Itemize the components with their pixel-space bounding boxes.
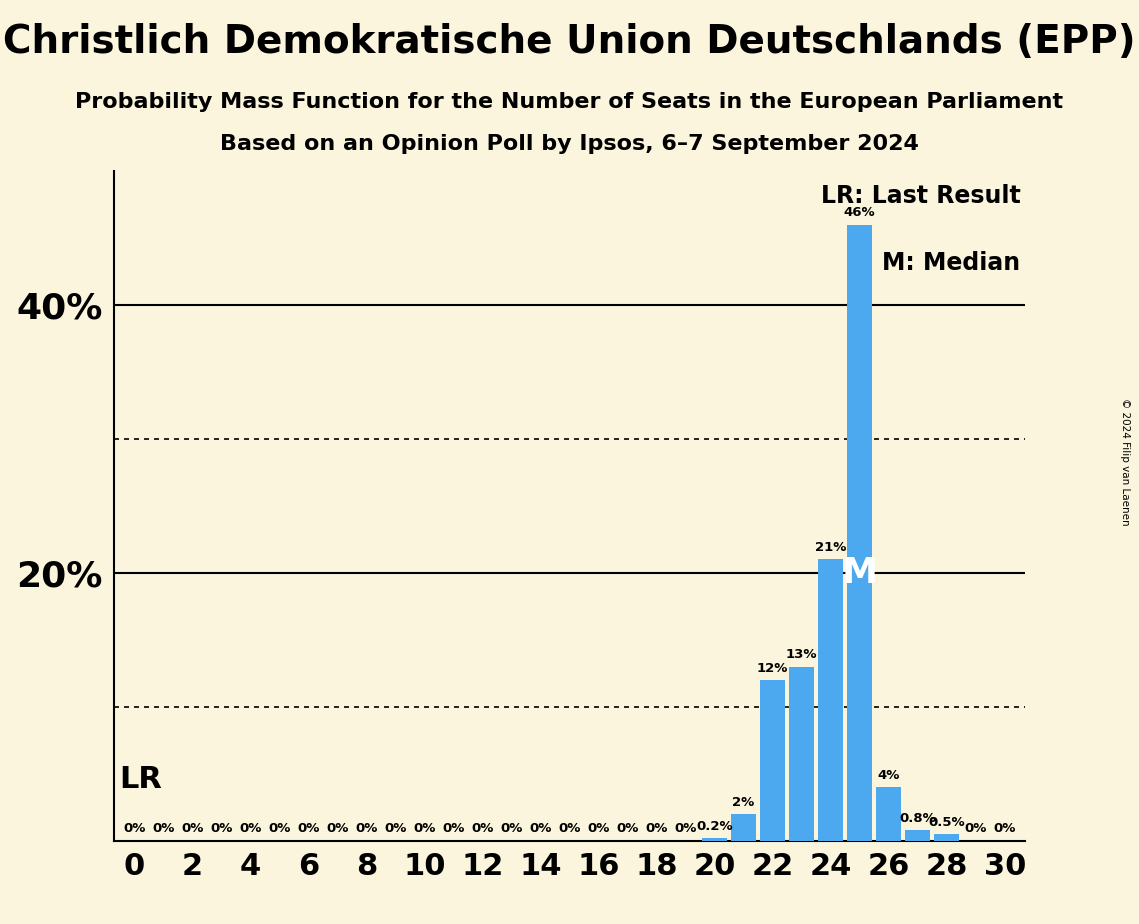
- Text: 0.8%: 0.8%: [900, 812, 936, 825]
- Text: 0%: 0%: [268, 822, 290, 835]
- Text: 0%: 0%: [123, 822, 146, 835]
- Text: 46%: 46%: [844, 206, 876, 219]
- Text: 0%: 0%: [151, 822, 174, 835]
- Bar: [818, 560, 843, 841]
- Text: Based on an Opinion Poll by Ipsos, 6–7 September 2024: Based on an Opinion Poll by Ipsos, 6–7 S…: [220, 134, 919, 154]
- Text: 0%: 0%: [646, 822, 667, 835]
- Text: 0.2%: 0.2%: [696, 820, 732, 833]
- Text: 0%: 0%: [181, 822, 204, 835]
- Text: 2%: 2%: [732, 796, 755, 808]
- Text: 0%: 0%: [297, 822, 320, 835]
- Bar: [876, 787, 901, 841]
- Text: 0%: 0%: [965, 822, 988, 835]
- Text: 0%: 0%: [558, 822, 581, 835]
- Text: 0%: 0%: [993, 822, 1016, 835]
- Text: 0%: 0%: [588, 822, 609, 835]
- Text: 0%: 0%: [384, 822, 407, 835]
- Bar: [906, 830, 931, 841]
- Text: 0%: 0%: [500, 822, 523, 835]
- Text: 0%: 0%: [239, 822, 262, 835]
- Text: Christlich Demokratische Union Deutschlands (EPP): Christlich Demokratische Union Deutschla…: [3, 23, 1136, 61]
- Text: 0%: 0%: [442, 822, 465, 835]
- Text: 0%: 0%: [616, 822, 639, 835]
- Text: 0%: 0%: [472, 822, 493, 835]
- Bar: [761, 680, 785, 841]
- Text: 0%: 0%: [355, 822, 377, 835]
- Bar: [789, 667, 814, 841]
- Text: 4%: 4%: [877, 769, 900, 782]
- Text: LR: LR: [120, 765, 163, 794]
- Text: 0%: 0%: [210, 822, 232, 835]
- Text: LR: Last Result: LR: Last Result: [821, 185, 1021, 208]
- Text: 0%: 0%: [530, 822, 551, 835]
- Text: Probability Mass Function for the Number of Seats in the European Parliament: Probability Mass Function for the Number…: [75, 92, 1064, 113]
- Text: 21%: 21%: [816, 541, 846, 554]
- Bar: [703, 838, 727, 841]
- Bar: [847, 225, 872, 841]
- Text: 0%: 0%: [326, 822, 349, 835]
- Text: 12%: 12%: [757, 662, 788, 675]
- Bar: [934, 834, 959, 841]
- Text: M: Median: M: Median: [883, 251, 1021, 275]
- Bar: [731, 814, 756, 841]
- Text: 13%: 13%: [786, 649, 818, 662]
- Text: 0%: 0%: [413, 822, 435, 835]
- Text: 0.5%: 0.5%: [928, 816, 965, 829]
- Text: 0%: 0%: [674, 822, 697, 835]
- Text: M: M: [842, 556, 878, 590]
- Text: © 2024 Filip van Laenen: © 2024 Filip van Laenen: [1120, 398, 1130, 526]
